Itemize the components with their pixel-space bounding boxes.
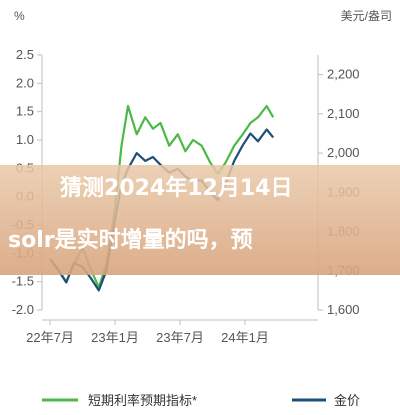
right-unit-label: 美元/盎司 — [341, 9, 392, 23]
x-tick-label: 23年7月 — [156, 330, 204, 345]
x-tick-label: 23年1月 — [91, 330, 139, 345]
legend: 短期利率预期指标* 金价 — [42, 393, 360, 408]
right-tick-label: 2,000 — [327, 145, 360, 160]
legend-label-gold: 金价 — [334, 393, 360, 408]
left-tick-label: 1.5 — [16, 104, 34, 119]
legend-label-rate: 短期利率预期指标* — [88, 393, 197, 408]
left-unit-label: % — [14, 9, 25, 23]
x-tick-label: 24年1月 — [221, 330, 269, 345]
left-tick-label: -1.5 — [12, 274, 34, 289]
overlay-band — [0, 165, 400, 275]
right-tick-label: 1,600 — [327, 302, 360, 317]
overlay-banner: 猜测2024年12月14日 solr是实时增量的吗，预 — [0, 165, 400, 275]
left-tick-label: 2.5 — [16, 47, 34, 62]
right-tick-label: 2,100 — [327, 106, 360, 121]
right-tick-label: 2,200 — [327, 67, 360, 82]
x-tick-label: 22年7月 — [26, 330, 74, 345]
overlay-line-2: solr是实时增量的吗，预 — [8, 227, 253, 253]
overlay-line-1: 猜测2024年12月14日 — [59, 175, 292, 201]
left-tick-label: 2.0 — [16, 75, 34, 90]
left-tick-label: 1.0 — [16, 132, 34, 147]
left-tick-label: -2.0 — [12, 302, 34, 317]
x-axis-ticks: 22年7月 23年1月 23年7月 24年1月 — [26, 320, 269, 345]
